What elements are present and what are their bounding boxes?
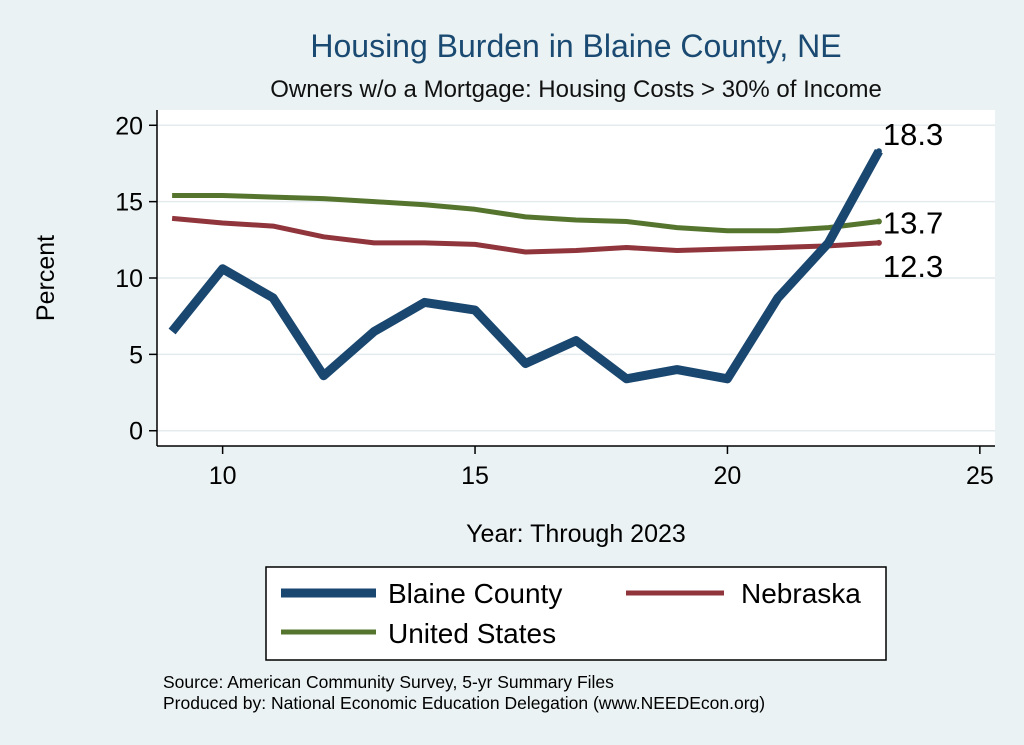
x-tick-label: 25 <box>966 462 994 490</box>
series-end-marker-blaine-county <box>875 148 882 155</box>
x-tick-label: 15 <box>461 462 489 490</box>
series-line-united-states <box>172 193 880 234</box>
axis-ticks: 0 5 10 15 20 10 15 20 25 <box>115 112 994 490</box>
series-end-marker-united-states <box>875 218 882 225</box>
legend-label-united-states: United States <box>388 618 556 649</box>
produced-by-note: Produced by: National Economic Education… <box>163 693 765 713</box>
series-line-blaine-county <box>168 149 883 384</box>
series-lines <box>168 148 883 384</box>
chart-title: Housing Burden in Blaine County, NE <box>310 28 841 64</box>
series-end-marker-nebraska <box>875 239 882 246</box>
grid-lines <box>157 124 995 432</box>
chart-subtitle: Owners w/o a Mortgage: Housing Costs > 3… <box>270 76 882 103</box>
y-tick-label: 20 <box>115 112 143 140</box>
y-tick-label: 5 <box>129 341 143 369</box>
legend: Blaine County Nebraska United States <box>265 566 887 661</box>
series-line-nebraska <box>171 215 880 255</box>
legend-box <box>265 566 887 661</box>
end-label-united-states: 13.7 <box>883 205 943 240</box>
source-note: Source: American Community Survey, 5-yr … <box>163 672 614 692</box>
end-label-blaine-county: 18.3 <box>883 117 943 152</box>
legend-label-nebraska: Nebraska <box>741 578 861 609</box>
y-tick-label: 10 <box>115 265 143 293</box>
x-tick-label: 20 <box>714 462 742 490</box>
end-labels: 18.3 12.3 13.7 <box>883 117 943 284</box>
x-tick-label: 10 <box>209 462 237 490</box>
y-tick-label: 15 <box>115 189 143 217</box>
legend-label-blaine-county: Blaine County <box>388 578 562 609</box>
x-axis-title: Year: Through 2023 <box>466 520 686 548</box>
end-label-nebraska: 12.3 <box>883 249 943 284</box>
y-tick-label: 0 <box>129 418 143 446</box>
y-axis-title: Percent <box>32 235 60 321</box>
